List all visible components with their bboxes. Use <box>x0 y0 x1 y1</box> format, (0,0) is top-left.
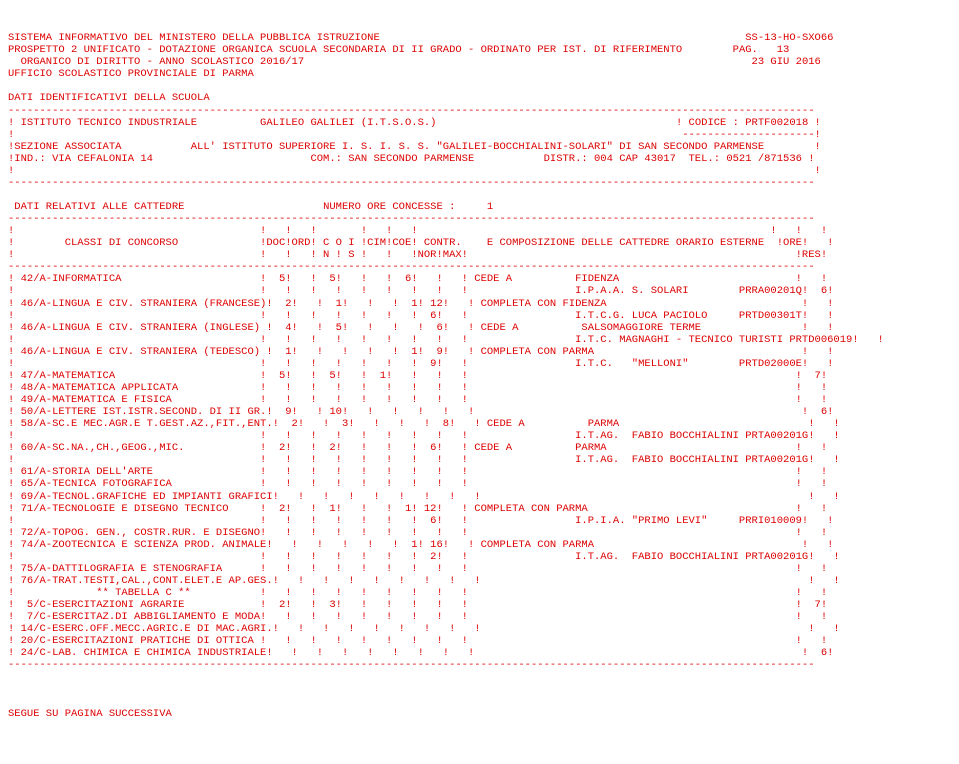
school-l1-right: ! CODICE : PRTF002018 ! <box>676 117 821 129</box>
section-cattedre-r: NUMERO ORE CONCESSE : 1 <box>323 201 493 213</box>
hdr-l3-left: ORGANICO DI DIRITTO - ANNO SCOLASTICO 20… <box>8 56 304 68</box>
table-hdr1: ! ! ! ! ! ! ! ! ! ! <box>8 225 827 237</box>
hdr-l4: UFFICIO SCOLASTICO PROVINCIALE DI PARMA <box>8 68 254 80</box>
school-l2-left: ! <box>8 129 14 141</box>
section-cattedre-l: DATI RELATIVI ALLE CATTEDRE <box>8 201 184 213</box>
footer-continue: SEGUE SU PAGINA SUCCESSIVA <box>8 708 172 720</box>
hdr-l1-right: SS-13-HO-SXO66 <box>745 32 833 44</box>
report-page: SISTEMA INFORMATIVO DEL MINISTERO DELLA … <box>8 32 951 720</box>
table-hdr3: ! ! ! ! N ! S ! ! !NOR!MAX! !RES! <box>8 249 827 261</box>
school-l3: !SEZIONE ASSOCIATA ALL' ISTITUTO SUPERIO… <box>8 141 821 153</box>
hdr-l2-right: PAG. 13 <box>733 44 790 56</box>
table-rows: ! 42/A-INFORMATICA ! 5! ! 5! ! ! 6! ! ! … <box>8 273 951 659</box>
table-hdr2: ! CLASSI DI CONCORSO !DOC!ORD! C O I !CI… <box>8 237 833 249</box>
hdr-l1-left: SISTEMA INFORMATIVO DEL MINISTERO DELLA … <box>8 32 380 44</box>
section-dati-scuola: DATI IDENTIFICATIVI DELLA SCUOLA <box>8 92 210 104</box>
school-l1-left: ! ISTITUTO TECNICO INDUSTRIALE GALILEO G… <box>8 117 436 129</box>
school-l5: ! ! <box>8 165 821 177</box>
school-l4: !IND.: VIA CEFALONIA 14 COM.: SAN SECOND… <box>8 153 815 165</box>
school-l2-right: ---------------------! <box>682 129 821 141</box>
hdr-l3-right: 23 GIU 2016 <box>752 56 821 68</box>
hdr-l2-left: PROSPETTO 2 UNIFICATO - DOTAZIONE ORGANI… <box>8 44 682 56</box>
